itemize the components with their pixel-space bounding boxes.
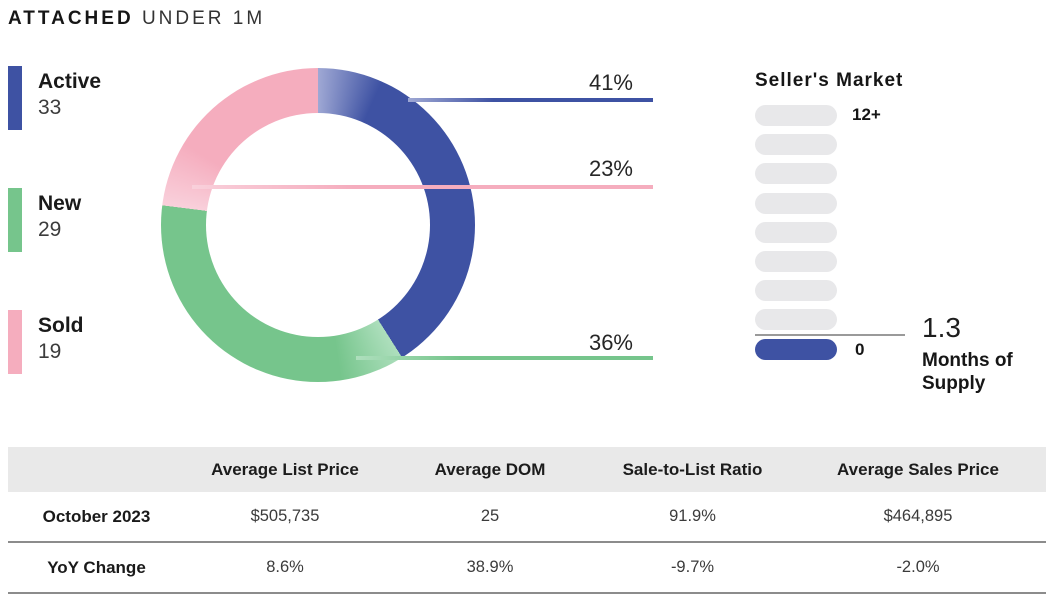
percent-label-sold: 23% [588, 156, 633, 181]
legend-value: 33 [38, 96, 62, 119]
table-cell: $505,735 [250, 507, 320, 525]
table-row: YoY Change 8.6% 38.9% -9.7% -2.0% [8, 543, 1046, 594]
table-header-cell: Average List Price [211, 459, 359, 479]
gauge-pill [755, 134, 837, 156]
gauge-pill [755, 105, 837, 126]
table-cell: $464,895 [883, 507, 953, 525]
callout-line-sold [192, 185, 653, 189]
table-cell: -2.0% [896, 558, 940, 576]
table-header-row: Average List Price Average DOM Sale-to-L… [8, 447, 1046, 492]
table-row-label: YoY Change [47, 557, 146, 577]
callout-line-new [356, 356, 653, 360]
table-row-label: October 2023 [42, 506, 151, 526]
page-title-segment: ATTACHED [8, 8, 134, 29]
gauge-min-label: 0 [855, 340, 865, 359]
legend-label: Active [38, 70, 102, 93]
callout-line-active [408, 98, 653, 102]
legend-item-new: New 29 [8, 188, 81, 252]
legend-label: New [38, 192, 82, 215]
legend-swatch-sold [8, 310, 22, 374]
gauge-pill [755, 192, 837, 214]
table-header-cell: Sale-to-List Ratio [622, 459, 763, 479]
gauge-pill [755, 250, 837, 272]
legend-item-sold: Sold 19 [8, 310, 84, 374]
gauge-pill [755, 280, 837, 302]
legend-swatch-active [8, 66, 22, 130]
legend-item-active: Active 33 [8, 66, 101, 130]
gauge-pill [755, 221, 837, 243]
table-cell: 8.6% [266, 558, 304, 576]
page-title-subsegment: UNDER 1M [141, 8, 266, 29]
gauge-pill [755, 163, 837, 185]
table-header-cell: Average DOM [434, 459, 546, 479]
page-title: ATTACHED UNDER 1M [8, 8, 265, 30]
stats-table: Average List Price Average DOM Sale-to-L… [8, 447, 1046, 594]
percent-label-new: 36% [588, 330, 633, 355]
legend-text: Sold 19 [22, 310, 84, 374]
legend-text: Active 33 [22, 66, 101, 130]
gauge-pills [755, 105, 837, 368]
gauge-value-label: Months of Supply [922, 350, 1013, 395]
table-cell: 38.9% [466, 558, 514, 576]
gauge-max-label: 12+ [852, 105, 881, 124]
legend-swatch-new [8, 188, 22, 252]
donut-chart [161, 68, 475, 382]
legend-label: Sold [38, 314, 84, 337]
gauge-title: Seller's Market [755, 70, 904, 91]
percent-label-active: 41% [588, 70, 633, 95]
gauge-pill-filled [755, 338, 837, 360]
legend-text: New 29 [22, 188, 81, 252]
gauge-pill [755, 309, 837, 331]
legend-value: 19 [38, 340, 62, 363]
table-cell: -9.7% [670, 558, 715, 576]
legend-value: 29 [38, 218, 62, 241]
table-row: October 2023 $505,735 25 91.9% $464,895 [8, 492, 1046, 543]
gauge-value: 1.3 [922, 312, 961, 343]
table-header-cell: Average Sales Price [837, 459, 999, 479]
table-cell: 91.9% [669, 507, 716, 525]
gauge-pointer-line [755, 334, 905, 336]
table-cell: 25 [480, 507, 500, 525]
